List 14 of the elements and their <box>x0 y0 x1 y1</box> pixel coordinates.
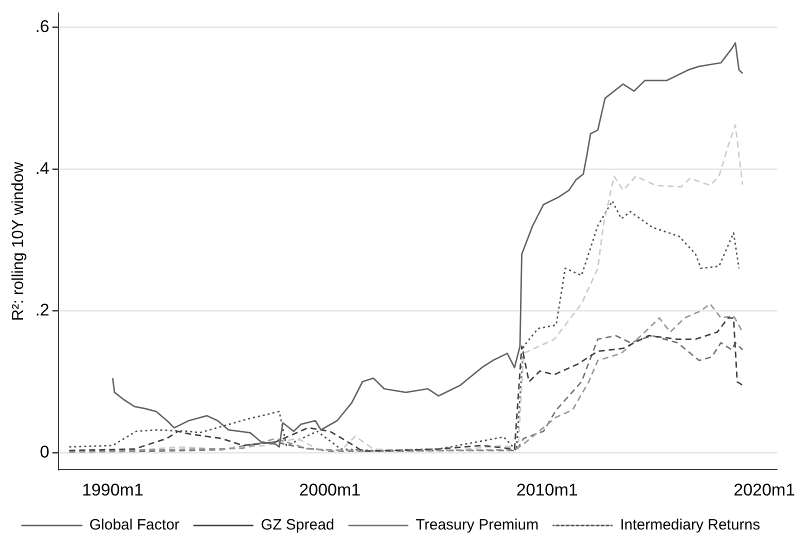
legend-label: GZ Spread <box>260 516 334 534</box>
line-series <box>68 200 740 452</box>
legend-label: Intermediary Returns <box>620 516 760 534</box>
x-tick-label: 2010m1 <box>516 480 578 500</box>
y-tick-label: .4 <box>35 158 50 178</box>
x-tick-label: 2020m1 <box>734 480 796 500</box>
y-tick-label: .6 <box>35 17 50 36</box>
legend-label: Treasury Premium <box>416 516 539 534</box>
y-axis-title: R²: rolling 10Y window <box>10 162 28 321</box>
y-tick-label: .2 <box>35 300 50 320</box>
y-tick-label: 0 <box>40 442 50 462</box>
x-tick-label: 2000m1 <box>299 480 361 500</box>
legend-label: Global Factor <box>89 516 180 534</box>
x-tick-label: 1990m1 <box>82 480 144 500</box>
